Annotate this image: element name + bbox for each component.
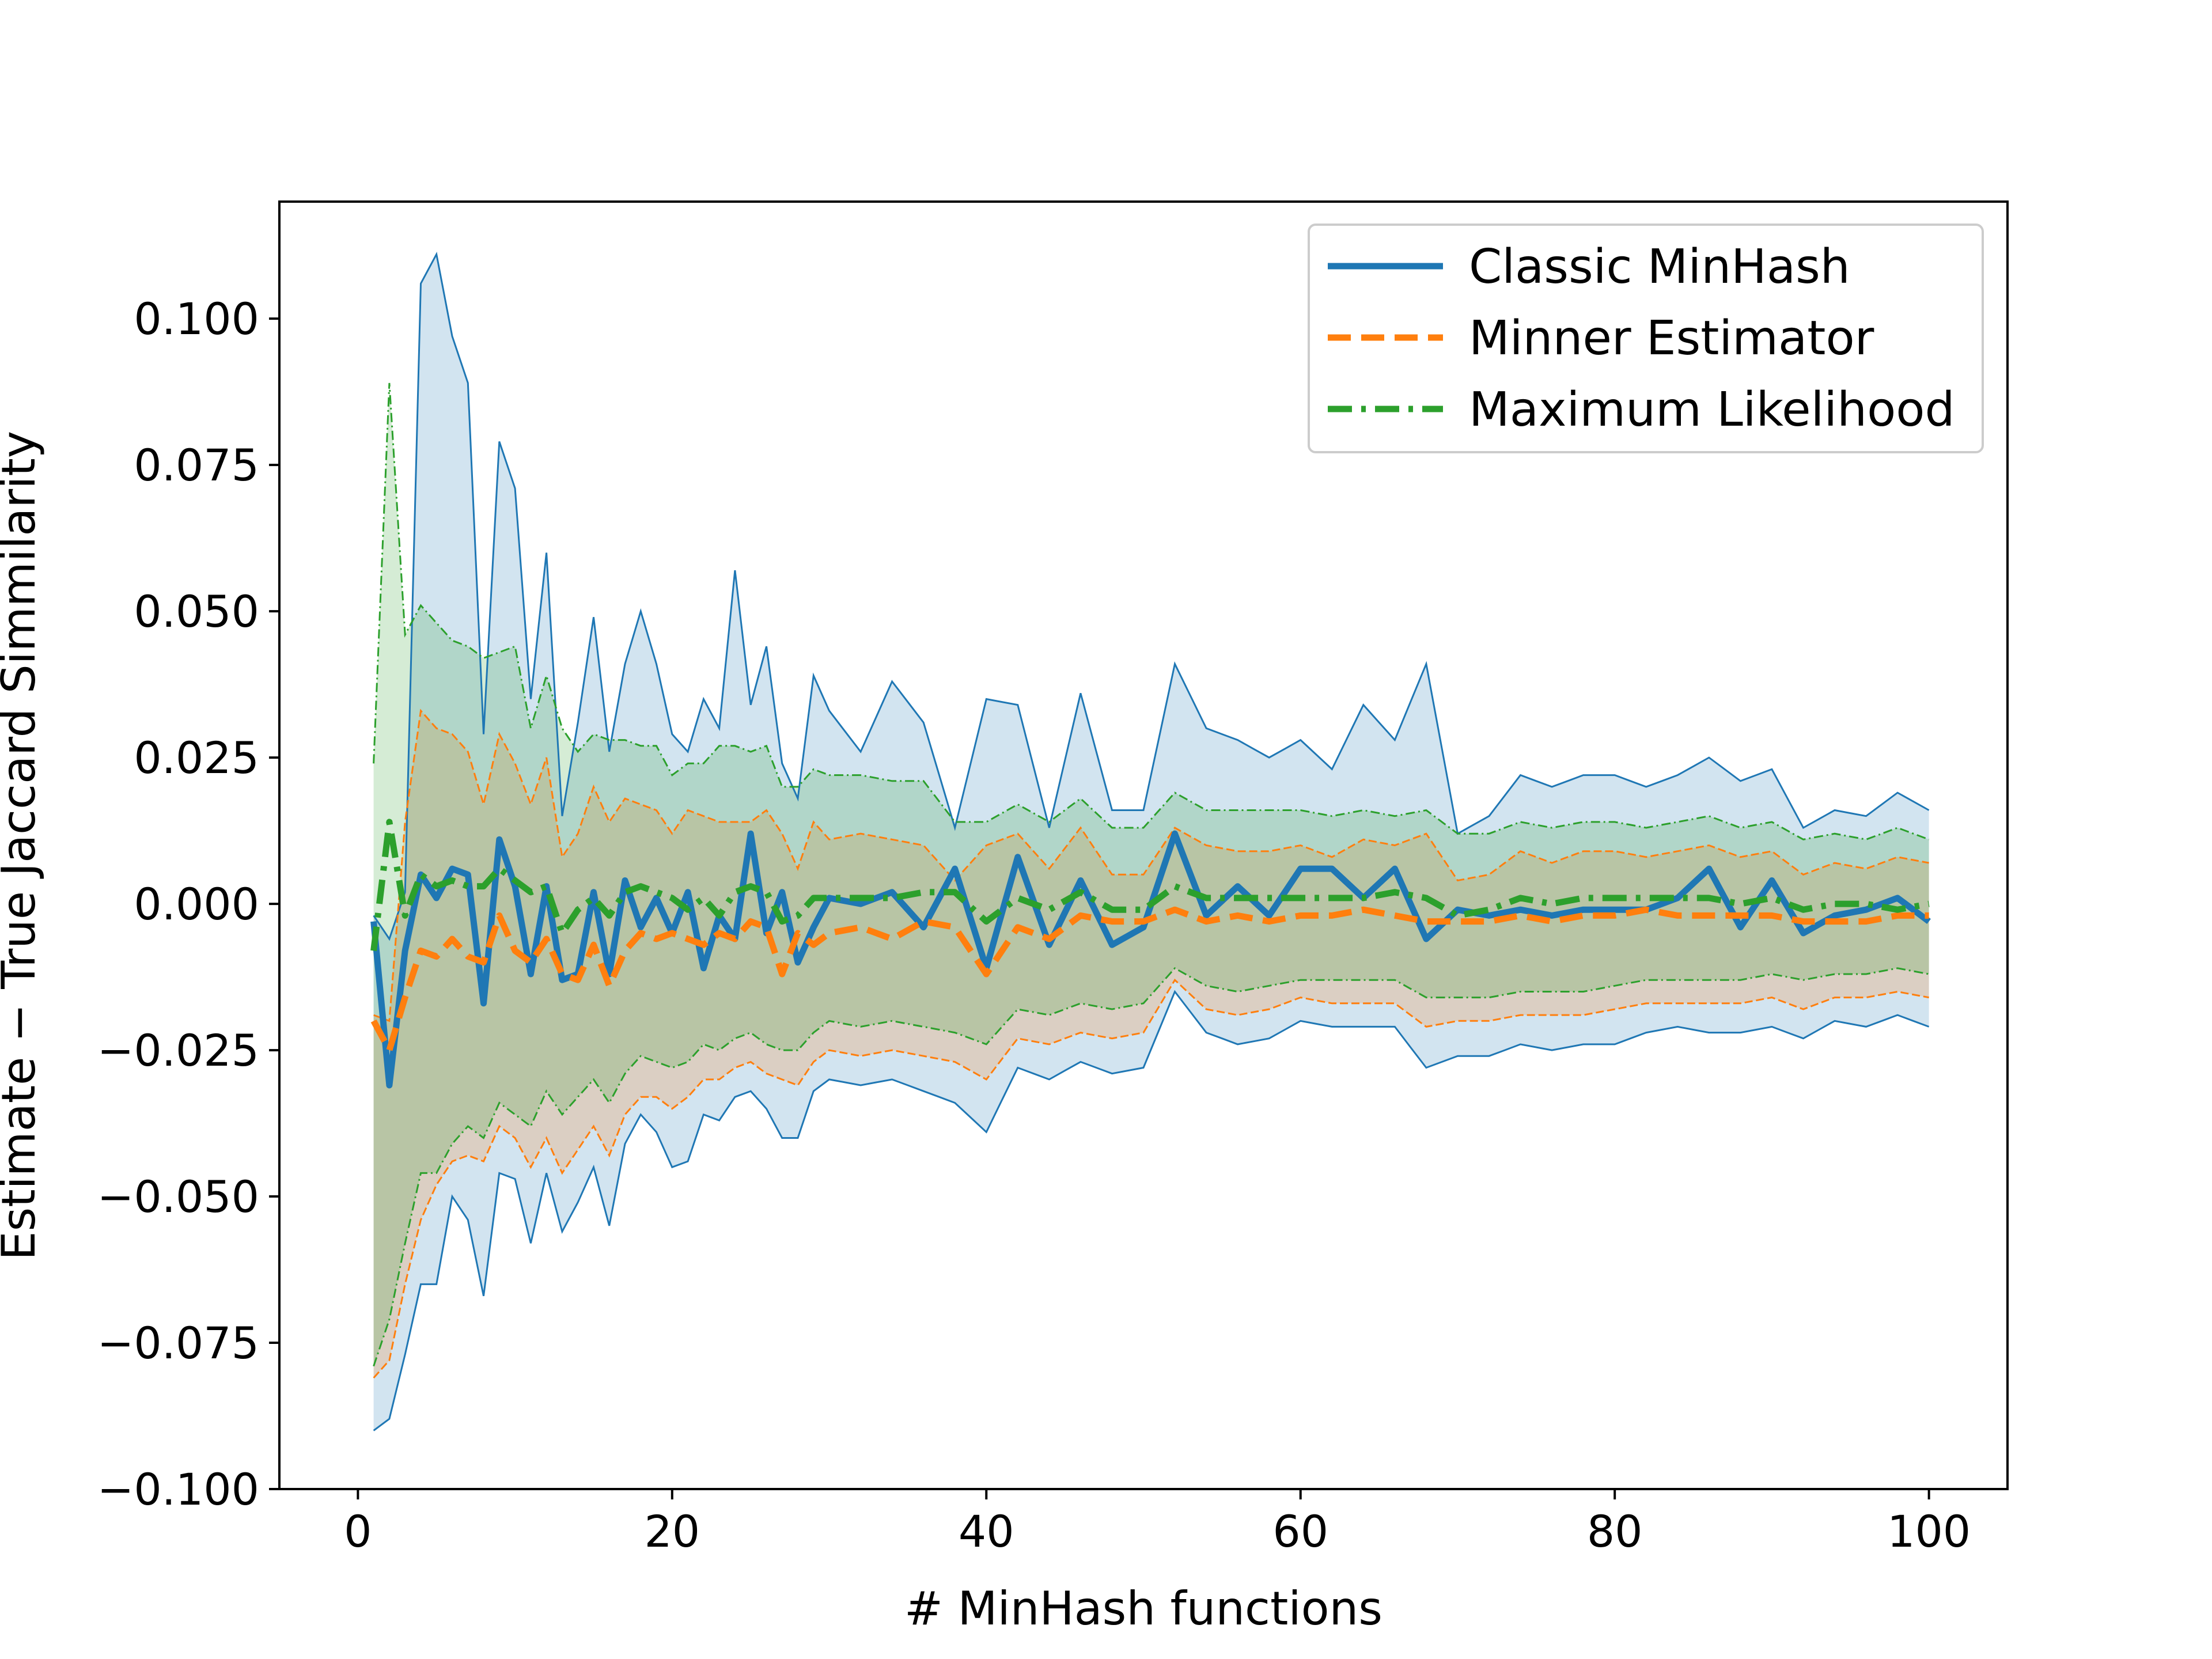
legend-box [1308,224,1984,453]
x-tick-label: 20 [644,1506,700,1557]
y-tick-label: −0.100 [97,1464,259,1515]
y-tick-label: −0.075 [97,1317,259,1369]
classic-minhash-band [373,254,1929,1431]
minner-estimator-mean-line [370,906,1929,1054]
confidence-bands [373,254,1929,1431]
classic-minhash-upper-edge [373,251,1930,941]
y-axis: −0.100 −0.075 −0.050 −0.025 0.000 0.025 0.050 0… [97,293,279,1515]
y-tick-label: −0.050 [97,1171,259,1222]
maximum-likelihood-upper-edge [373,382,1930,840]
minner-estimator-lower-edge [373,978,1929,1379]
minner-estimator-upper-edge [373,709,1929,1022]
y-axis-label: Estimate − True Jaccard Simmilarity [0,431,46,1260]
y-tick-label: 0.050 [134,586,259,637]
x-tick-label: 0 [344,1506,372,1557]
x-axis-label: # MinHash functions [904,1582,1382,1635]
y-tick-label: 0.100 [134,293,259,344]
legend-label-classic-minhash: Classic MinHash [1469,240,1850,294]
mean-lines [370,819,1931,1089]
y-tick-label: 0.075 [134,440,259,491]
axes-frame [278,200,2009,1490]
maximum-likelihood-band [373,382,1929,1366]
legend: Classic MinHash Minner Estimator Maximum L… [1308,224,1984,453]
x-tick-label: 80 [1587,1506,1643,1557]
band-edge-lines [373,251,1930,1431]
y-tick-label: −0.025 [97,1025,259,1076]
y-tick-label: 0.000 [134,878,259,930]
x-tick-label: 60 [1272,1506,1328,1557]
plot-area [370,251,1931,1431]
maximum-likelihood-mean-line [370,819,1930,952]
minner-estimator-band [373,710,1929,1378]
x-axis: 0 20 40 60 80 100 [344,1489,1971,1557]
x-tick-label: 100 [1887,1506,1971,1557]
legend-label-minner-estimator: Minner Estimator [1469,311,1874,366]
legend-label-maximum-likelihood: Maximum Likelihood [1469,382,1955,437]
classic-minhash-lower-edge [373,990,1930,1431]
x-tick-label: 40 [959,1506,1014,1557]
y-tick-label: 0.025 [134,732,259,783]
maximum-likelihood-lower-edge [373,967,1929,1367]
